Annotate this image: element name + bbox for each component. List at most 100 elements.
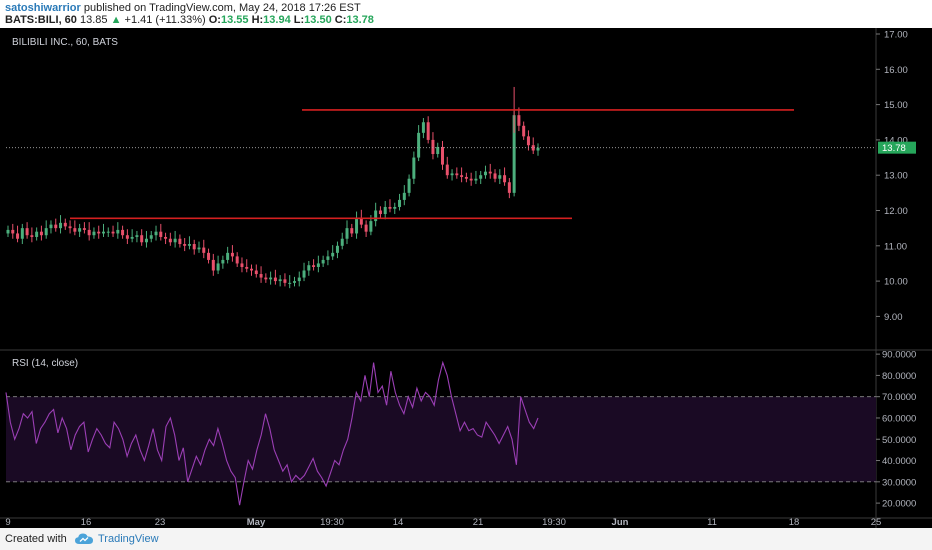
candle-body [517,115,521,126]
created-with-text: Created with [5,533,67,545]
time-axis[interactable]: 9 16 23 May 19:30 14 21 19:30 Jun 11 18 25 [0,517,932,528]
candle-body [316,263,320,267]
candle-body [144,238,148,243]
candle-body [283,279,287,283]
candle-body [359,217,363,225]
candle-body [245,266,249,269]
price-tick-label: 13.00 [884,171,908,182]
candle-body [364,224,368,232]
candle-body [11,229,15,234]
candle-body [331,252,335,257]
candle-body [421,122,425,133]
candle-body [398,199,402,207]
candle-body [474,178,478,181]
candle-body [464,176,468,179]
last-price-label: 13.78 [882,143,906,154]
rsi-tick-label: 40.0000 [882,456,916,467]
candle-body [54,224,58,229]
author-link[interactable]: satoshiwarrior [5,2,81,14]
candle-body [321,259,325,264]
candle-body [240,263,244,267]
candle-body [140,235,144,243]
candle-body [278,279,282,282]
price-pane[interactable]: 17.00 16.00 15.00 14.00 13.00 12.00 11.00 10.00… [0,28,932,528]
candle-body [426,122,430,140]
up-arrow-icon: ▲ [110,14,122,26]
candle-body [197,247,201,250]
rsi-tick-label: 80.0000 [882,371,916,382]
candle-body [154,231,158,236]
candle-body [68,226,72,229]
candle-body [164,236,168,239]
candle-body [35,231,39,237]
candle-body [350,228,354,234]
candle-body [111,231,115,234]
chart-header: satoshiwarrior published on TradingView.… [0,0,932,28]
candle-body [383,206,387,215]
chart-area[interactable]: 17.00 16.00 15.00 14.00 13.00 12.00 11.00 10.00… [0,28,932,528]
close-label: C: [334,14,347,26]
last-price-marker [878,141,916,154]
time-tick-label: May [247,517,266,528]
candle-body [536,147,540,151]
rsi-tick-label: 30.0000 [882,477,916,488]
open-label: O: [208,14,221,26]
price-tick-label: 12.00 [884,206,908,217]
rsi-tick-label: 70.0000 [882,392,916,403]
candle-body [450,173,454,176]
candle-body [335,245,339,253]
candle-body [288,282,292,284]
symbol-interval: BATS:BILI, 60 [5,14,77,26]
candle-body [512,115,516,193]
time-tick-label: 14 [393,517,404,528]
candle-body [230,252,234,257]
candle-body [522,125,526,137]
candle-body [168,238,172,243]
last-price: 13.85 [79,14,108,26]
rsi-tick-label: 50.0000 [882,435,916,446]
candle-body [59,222,63,229]
tradingview-brand[interactable]: TradingView [98,533,159,545]
candle-body [173,238,177,243]
candle-body [178,238,182,245]
price-tick-label: 9.00 [884,312,903,323]
candle-body [374,210,378,222]
candle-body [92,231,96,236]
candle-body [211,259,215,271]
candle-body [135,235,139,237]
price-tick-label: 16.00 [884,65,908,76]
candle-body [417,132,421,158]
candle-body [254,270,258,275]
tradingview-cloud-icon [74,532,94,549]
candle-body [493,173,497,179]
chart-title: BILIBILI INC., 60, BATS [12,37,118,48]
candle-body [6,229,10,234]
rsi-pane[interactable]: 90.0000 80.0000 70.0000 60.0000 50.0000 40.00… [5,350,916,510]
candle-body [441,146,445,165]
time-tick-label: 18 [789,517,800,528]
time-tick-label: 19:30 [542,517,566,528]
candle-body [130,236,134,239]
candle-body [369,221,373,232]
candle-body [297,277,301,282]
rsi-line [5,360,539,506]
candle-body [483,171,487,176]
candle-body [393,206,397,209]
candle-body [264,277,268,280]
candle-body [235,256,239,264]
candle-body [97,231,101,234]
candle-body [16,233,20,239]
candle-body [116,229,120,234]
candle-body [526,136,530,146]
candle-body [436,146,440,155]
candle-body [106,231,110,233]
candle-body [407,178,411,193]
time-tick-label: Jun [612,517,629,528]
time-tick-label: 11 [707,517,717,528]
published-text: published on TradingView.com, May 24, 20… [83,2,361,14]
candle-body [488,171,492,174]
candle-body [340,238,344,246]
candle-body [345,228,349,239]
price-tick-label: 14.00 [884,135,908,146]
candle-body [531,145,535,151]
